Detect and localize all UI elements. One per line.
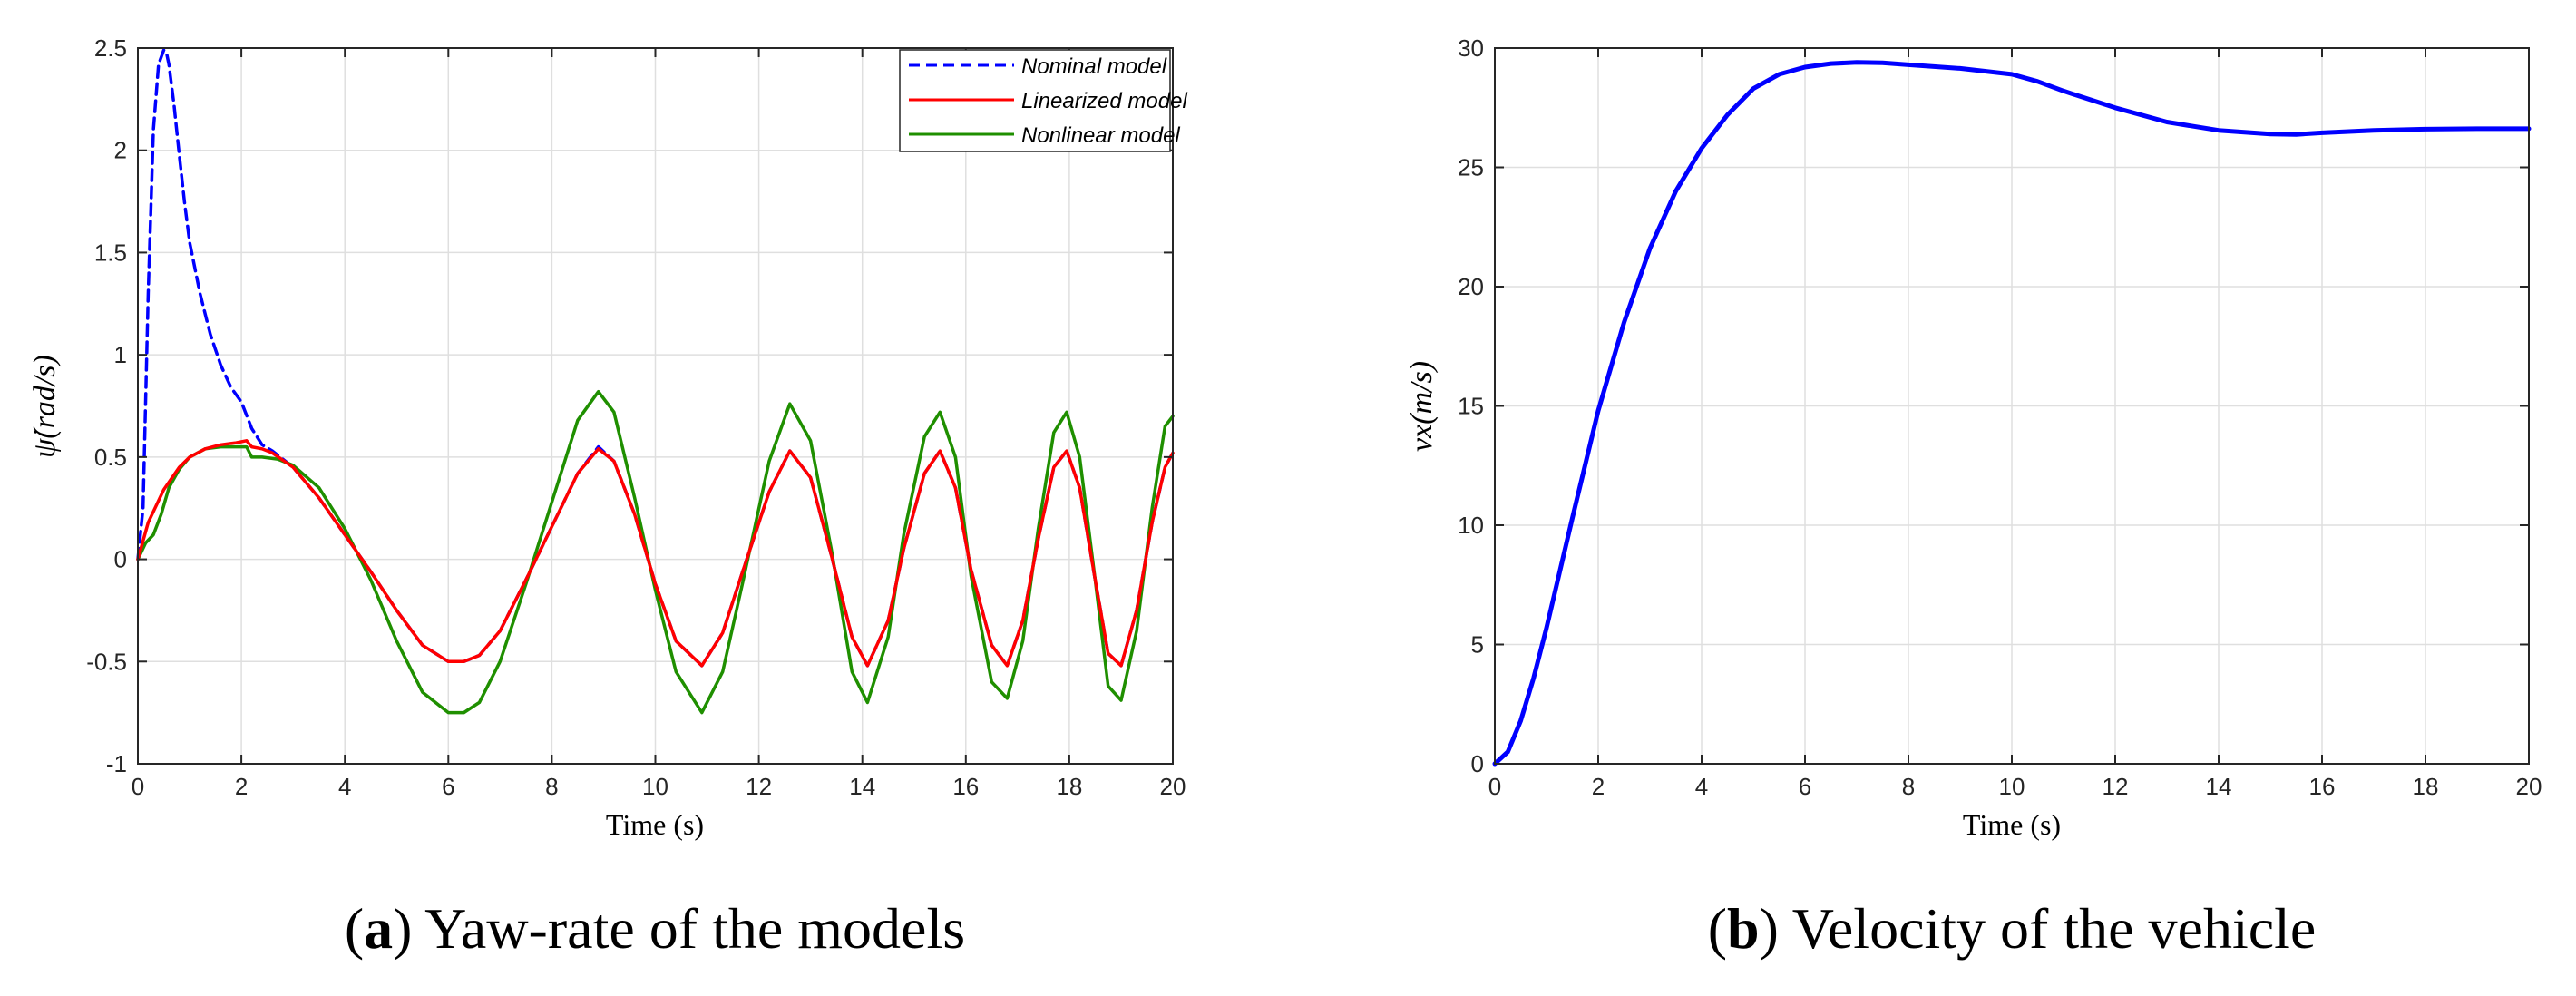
y-tick-label: 2.5	[94, 34, 127, 62]
series-line-vx	[1492, 60, 2532, 767]
svg-text:ψ̇(rad/s): ψ̇(rad/s)	[28, 355, 62, 458]
x-tick-label: 10	[1999, 773, 2025, 800]
x-tick-label: 14	[2206, 773, 2232, 800]
y-tick-label: 2	[114, 137, 127, 164]
y-ticks-a: -1 -0.5 0 0.5 1 1.5 2 2.5	[86, 34, 1173, 777]
x-axis-label-b: Time (s)	[1963, 808, 2061, 841]
x-tick-label: 8	[545, 773, 558, 800]
series-group-a	[136, 48, 1175, 715]
legend-a: Nominal model Linearized model Nonlinear…	[899, 49, 1187, 152]
y-axis-units-a: (rad/s)	[28, 355, 62, 439]
x-tick-label: 0	[1488, 773, 1501, 800]
y-tick-label: 0	[1471, 750, 1484, 777]
caption-text-a: Yaw-rate of the models	[424, 896, 965, 961]
x-tick-label: 4	[1695, 773, 1708, 800]
y-tick-label: 0.5	[94, 444, 127, 471]
x-tick-label: 2	[1592, 773, 1605, 800]
y-tick-label: 1.5	[94, 239, 127, 266]
x-tick-label: 18	[2413, 773, 2439, 800]
x-tick-label: 8	[1902, 773, 1915, 800]
x-ticks-b: 0 2 4 6 8 10 12 14 16 18 20	[1488, 48, 2542, 800]
y-tick-label: 15	[1458, 393, 1484, 420]
x-ticks-a: 0 2 4 6 8 10 12 14 16 18 20	[132, 48, 1186, 800]
x-tick-label: 12	[746, 773, 772, 800]
y-tick-label: 5	[1471, 631, 1484, 659]
chart-a: 0 2 4 6 8 10 12 14 16 18 20 -1 -0.5 0 0.5 1 1.5 2 2.5 Tim…	[28, 34, 1187, 961]
x-tick-label: 10	[642, 773, 668, 800]
y-tick-label: 30	[1458, 34, 1484, 62]
y-axis-symbol-b: vx	[1405, 425, 1439, 452]
x-tick-label: 16	[952, 773, 979, 800]
x-tick-label: 20	[1160, 773, 1186, 800]
y-tick-label: 0	[114, 546, 127, 573]
x-axis-label-a: Time (s)	[606, 808, 704, 841]
grid-b	[1494, 47, 2530, 765]
x-tick-label: 0	[132, 773, 144, 800]
x-tick-label: 12	[2103, 773, 2129, 800]
x-tick-label: 18	[1056, 773, 1082, 800]
y-axis-label-a: ψ̇(rad/s)	[28, 355, 62, 458]
y-axis-units-b: (m/s)	[1405, 361, 1439, 425]
y-axis-label-b: vx(m/s)	[1405, 361, 1439, 452]
caption-b: (b) Velocity of the vehicle	[1708, 896, 2317, 961]
x-tick-label: 14	[849, 773, 875, 800]
y-ticks-b: 0 5 10 15 20 25 30	[1458, 34, 2529, 777]
y-tick-label: -0.5	[86, 648, 127, 675]
caption-text-b: Velocity of the vehicle	[1792, 896, 2317, 961]
y-tick-label: 1	[114, 341, 127, 368]
series-line-nonlinear-model	[136, 389, 1175, 715]
caption-tag-b: b	[1727, 896, 1760, 961]
series-line-linearized-model	[136, 439, 1175, 668]
series-group-b	[1492, 60, 2532, 767]
x-tick-label: 16	[2309, 773, 2336, 800]
caption-a: (a) Yaw-rate of the models	[345, 896, 965, 961]
y-tick-label: 25	[1458, 154, 1484, 181]
caption-tag-a: a	[364, 896, 393, 961]
legend-label-nonlinear: Nonlinear model	[1021, 123, 1180, 148]
x-tick-label: 6	[1799, 773, 1811, 800]
svg-text:vx(m/s): vx(m/s)	[1405, 361, 1439, 452]
legend-label-linearized: Linearized model	[1021, 89, 1187, 113]
x-tick-label: 4	[338, 773, 351, 800]
y-tick-label: -1	[106, 750, 127, 777]
x-tick-label: 20	[2516, 773, 2542, 800]
y-tick-label: 20	[1458, 273, 1484, 300]
x-tick-label: 2	[235, 773, 248, 800]
y-tick-label: 10	[1458, 512, 1484, 539]
x-tick-label: 6	[442, 773, 454, 800]
legend-label-nominal: Nominal model	[1021, 54, 1167, 79]
